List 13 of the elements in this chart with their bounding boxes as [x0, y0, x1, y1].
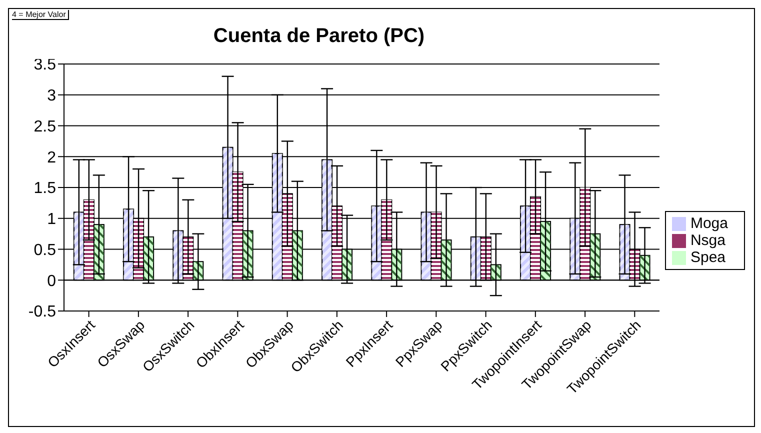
y-tick-label: 2.5 [34, 118, 56, 136]
y-tick-label: 0 [47, 272, 56, 290]
y-tick-label: 3 [47, 88, 56, 105]
y-tick-label: 0.5 [34, 242, 56, 259]
y-tick-label: -0.5 [28, 304, 56, 321]
legend-label: Moga [690, 214, 728, 232]
y-tick-label: 1.5 [34, 180, 56, 198]
legend-label: Spea [690, 248, 726, 266]
y-tick-label: 1 [47, 211, 56, 228]
y-tick-label: 2 [47, 149, 56, 166]
text: 4 = Mejor Valor [12, 10, 69, 20]
legend-label: Nsga [690, 232, 726, 248]
chart-title: Cuenta de Pareto (PC) [212, 25, 426, 48]
